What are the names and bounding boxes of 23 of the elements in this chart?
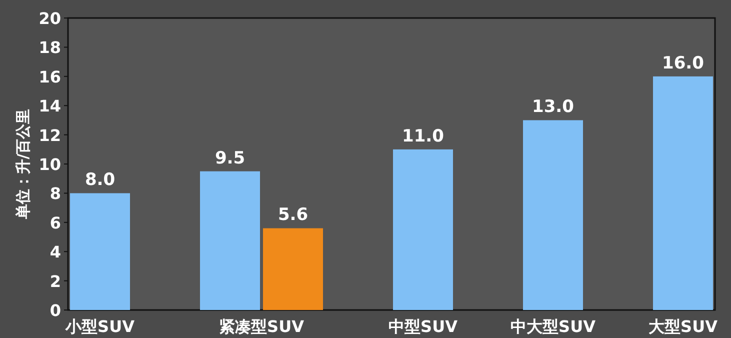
data-label: 13.0: [532, 97, 574, 118]
y-tick-label: 6: [50, 213, 61, 232]
data-label: 9.5: [214, 148, 246, 168]
y-tick-label: 2: [50, 272, 61, 291]
data-label: 16.0: [662, 53, 704, 74]
x-tick-label: 紧凑型SUV: [219, 317, 305, 336]
y-tick-label: 18: [38, 38, 61, 58]
x-tick-label: 小型SUV: [64, 317, 136, 336]
y-tick-label: 10: [38, 155, 61, 174]
y-tick-label: 16: [38, 67, 61, 86]
y-tick-label: 0: [50, 301, 61, 320]
y-tick-label: 14: [38, 96, 61, 116]
y-axis-title: 单位：升/百公里: [14, 108, 32, 220]
y-tick-label: 12: [38, 126, 61, 145]
x-tick-label: 中型SUV: [388, 317, 458, 336]
y-tick-label: 20: [38, 9, 61, 28]
data-label: 11.0: [402, 126, 444, 146]
y-tick-label: 8: [50, 184, 61, 204]
data-label: 8.0: [84, 170, 116, 190]
x-tick-label: 中大型SUV: [510, 317, 596, 336]
y-tick-label: 4: [50, 242, 61, 262]
x-tick-label: 大型SUV: [648, 317, 718, 336]
data-label: 5.6: [278, 205, 308, 226]
